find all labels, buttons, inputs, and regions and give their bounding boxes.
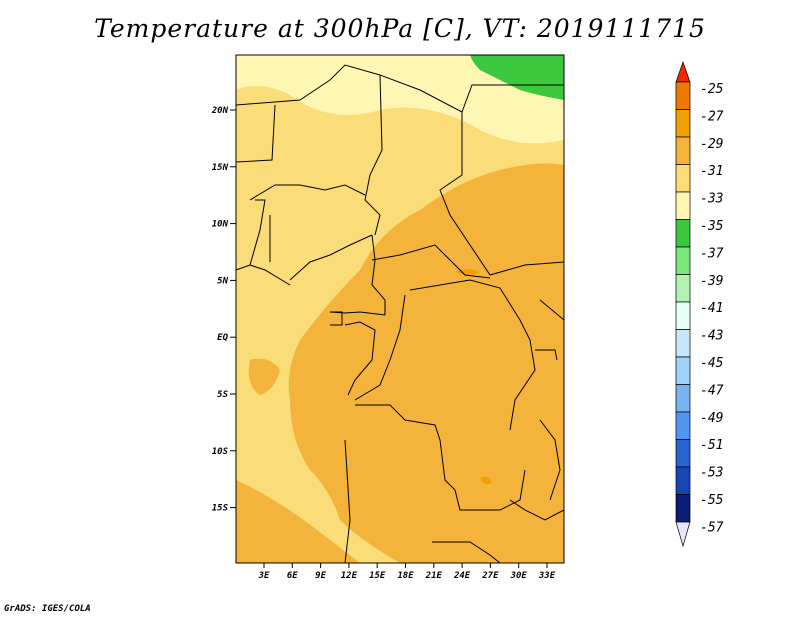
grads-credit: GrADS: IGES/COLA: [4, 604, 91, 614]
lat-tick-label: 5S: [217, 390, 228, 400]
colorbar-segment: [675, 164, 691, 193]
colorbar-segment: [675, 191, 691, 220]
colorbar-label: -57: [700, 520, 724, 535]
field-warm-region: [288, 163, 564, 564]
colorbar-label: -27: [700, 109, 724, 124]
colorbar-label: -25: [700, 82, 724, 97]
chart-title: Temperature at 300hPa [C], VT: 201911171…: [94, 14, 706, 43]
colorbar-label: -43: [700, 329, 723, 344]
colorbar-label: -35: [700, 219, 724, 234]
colorbar-segment: [675, 439, 691, 468]
colorbar-segment: [675, 384, 691, 413]
lat-tick-label: EQ: [217, 333, 228, 343]
colorbar-segment: [675, 356, 691, 385]
map-frame: [235, 54, 565, 564]
lon-tick-label: 9E: [315, 571, 326, 581]
colorbar-segment: [675, 411, 691, 440]
colorbar-top-arrow: [675, 60, 691, 83]
lon-tick-label: 27E: [481, 571, 499, 581]
colorbar-label: -49: [700, 411, 723, 426]
lon-tick-label: 30E: [510, 571, 528, 581]
lon-tick-label: 33E: [538, 571, 556, 581]
colorbar-segment: [675, 329, 691, 358]
field-green-patch: [470, 55, 564, 100]
colorbar-label: -33: [700, 192, 723, 207]
colorbar-label: -31: [700, 164, 723, 179]
lon-tick-label: 18E: [397, 571, 414, 581]
colorbar-label: -55: [700, 493, 724, 508]
colorbar-segment: [675, 81, 691, 110]
lat-tick-label: 10N: [212, 220, 229, 230]
lon-tick-label: 15E: [369, 571, 386, 581]
field-cold-band: [236, 55, 564, 144]
colorbar-label: -51: [700, 438, 723, 453]
lon-tick-label: 6E: [287, 571, 298, 581]
lat-tick-label: 15S: [212, 504, 229, 514]
colorbar-label: -53: [700, 466, 723, 481]
field-hot-spot-2: [480, 476, 492, 485]
colorbar-label: -37: [700, 246, 724, 261]
lat-tick-label: 5N: [217, 276, 228, 286]
colorbar-segment: [675, 494, 691, 523]
colorbar-label: -39: [700, 274, 723, 289]
colorbar-label: -41: [700, 301, 723, 316]
colorbar-segment: [675, 301, 691, 330]
lon-tick-label: 21E: [425, 571, 443, 581]
lat-tick-label: 15N: [212, 163, 229, 173]
map-plot-area: [235, 55, 565, 564]
lon-tick-label: 24E: [453, 571, 471, 581]
field-warm-patch: [248, 358, 280, 395]
colorbar-segment: [675, 274, 691, 303]
colorbar: -25 -27 -29 -31 -33 -35 -37 -39 -41 -43 -45 -47 -49 -…: [675, 60, 724, 548]
latitude-axis: 20N 15N 10N 5N EQ 5S 10S 15S: [211, 106, 236, 514]
colorbar-segment: [675, 109, 691, 138]
colorbar-segment: [675, 219, 691, 248]
longitude-axis: 3E 6E 9E 12E 15E 18E 21E 24E 27E 30E 33E: [258, 563, 556, 581]
field-hot-spot-1: [455, 269, 480, 275]
colorbar-bottom-arrow: [675, 521, 691, 548]
colorbar-label: -47: [700, 383, 724, 398]
lat-tick-label: 20N: [211, 106, 229, 116]
lon-tick-label: 3E: [258, 571, 270, 581]
colorbar-segment: [675, 466, 691, 495]
colorbar-label: -45: [700, 356, 724, 371]
colorbar-segment: [675, 246, 691, 275]
field-warm-sw: [236, 480, 360, 563]
colorbar-segment: [675, 136, 691, 165]
colorbar-label: -29: [700, 137, 723, 152]
country-borders: [235, 64, 565, 564]
lon-tick-label: 12E: [341, 571, 358, 581]
lat-tick-label: 10S: [212, 447, 229, 457]
